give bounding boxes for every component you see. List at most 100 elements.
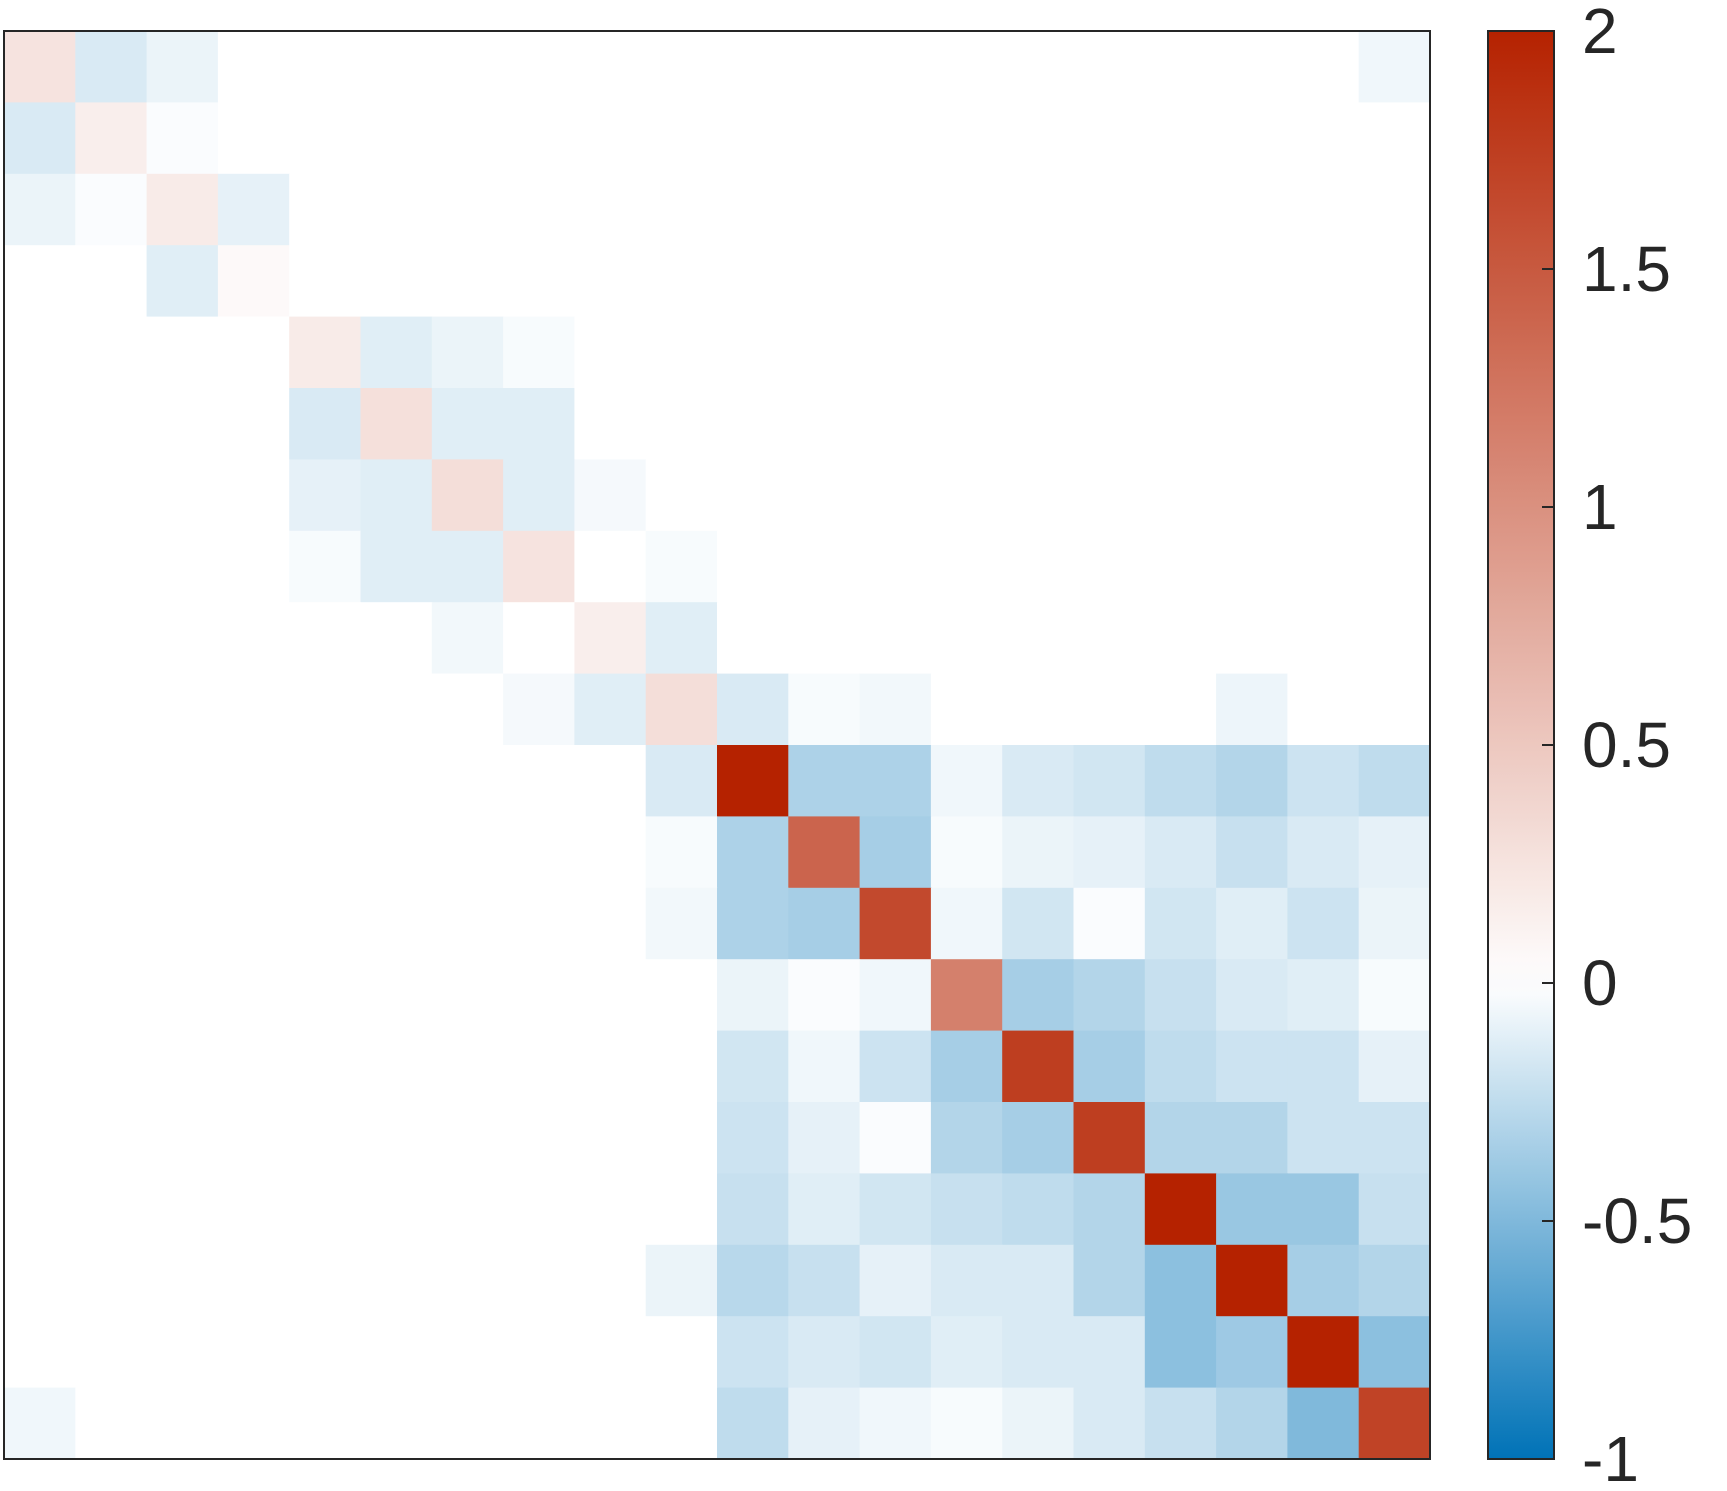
- heatmap-cell-r19-c10: [645, 1316, 718, 1389]
- heatmap-cell-r14-c2: [75, 959, 148, 1032]
- heatmap-cell-r2-c20: [1358, 102, 1431, 175]
- heatmap-cell-r17-c1: [4, 1173, 76, 1246]
- heatmap-cell-r8-c4: [217, 530, 290, 603]
- heatmap-cell-r4-c16: [1073, 245, 1146, 318]
- heatmap-cell-r17-c14: [930, 1173, 1003, 1246]
- heatmap-cell-r4-c14: [930, 245, 1003, 318]
- heatmap-cell-r19-c6: [360, 1316, 433, 1389]
- heatmap-cell-r17-c10: [645, 1173, 718, 1246]
- heatmap-cell-r11-c6: [360, 745, 433, 817]
- heatmap-cell-r19-c16: [1073, 1316, 1146, 1389]
- heatmap-cell-r11-c20: [1358, 745, 1431, 817]
- heatmap-cell-r3-c17: [1144, 173, 1217, 246]
- heatmap-cell-r8-c1: [4, 530, 76, 603]
- heatmap-cell-r9-c20: [1358, 602, 1431, 675]
- heatmap-cell-r14-c1: [4, 959, 76, 1032]
- heatmap-cell-r5-c19: [1287, 316, 1360, 389]
- heatmap-cell-r12-c5: [289, 816, 362, 889]
- heatmap-cell-r5-c14: [930, 316, 1003, 389]
- heatmap-cell-r15-c17: [1144, 1030, 1217, 1103]
- heatmap-cell-r8-c6: [360, 530, 433, 603]
- heatmap-cell-r12-c18: [1216, 816, 1288, 889]
- heatmap-cell-r4-c9: [574, 245, 647, 318]
- heatmap-cell-r1-c8: [503, 31, 575, 103]
- heatmap-cell-r16-c2: [75, 1102, 148, 1174]
- heatmap-cell-r5-c20: [1358, 316, 1431, 389]
- heatmap-cell-r11-c13: [859, 745, 932, 817]
- heatmap-cell-r3-c11: [717, 173, 789, 246]
- heatmap-cell-r4-c6: [360, 245, 433, 318]
- heatmap-cell-r11-c9: [574, 745, 647, 817]
- heatmap-cell-r7-c17: [1144, 459, 1217, 532]
- heatmap-cell-r17-c7: [431, 1173, 504, 1246]
- heatmap-cell-r19-c17: [1144, 1316, 1217, 1389]
- heatmap-cell-r18-c20: [1358, 1244, 1431, 1317]
- heatmap-cell-r2-c11: [717, 102, 789, 175]
- heatmap-cell-r1-c18: [1216, 31, 1288, 103]
- heatmap-cell-r6-c20: [1358, 388, 1431, 460]
- heatmap-cell-r4-c2: [75, 245, 148, 318]
- heatmap-cell-r1-c19: [1287, 31, 1360, 103]
- heatmap-cell-r18-c6: [360, 1244, 433, 1317]
- heatmap-cell-r13-c6: [360, 887, 433, 960]
- heatmap-cell-r7-c2: [75, 459, 148, 532]
- heatmap-cell-r9-c5: [289, 602, 362, 675]
- heatmap-cell-r19-c18: [1216, 1316, 1288, 1389]
- heatmap-cell-r4-c4: [217, 245, 290, 318]
- colorbar-tick-label-2: -0.5: [1582, 1185, 1692, 1257]
- heatmap-cell-r7-c15: [1002, 459, 1075, 532]
- heatmap-cell-r6-c14: [930, 388, 1003, 460]
- heatmap-cell-r18-c17: [1144, 1244, 1217, 1317]
- heatmap-cell-r15-c18: [1216, 1030, 1288, 1103]
- heatmap-cell-r2-c13: [859, 102, 932, 175]
- heatmap-cell-r10-c3: [146, 673, 219, 746]
- heatmap-cell-r10-c14: [930, 673, 1003, 746]
- heatmap-cell-r20-c15: [1002, 1387, 1075, 1460]
- heatmap-cell-r12-c4: [217, 816, 290, 889]
- heatmap-cell-r15-c13: [859, 1030, 932, 1103]
- heatmap-cell-r13-c19: [1287, 887, 1360, 960]
- heatmap-cell-r9-c17: [1144, 602, 1217, 675]
- heatmap-cell-r17-c18: [1216, 1173, 1288, 1246]
- heatmap-cell-r7-c6: [360, 459, 433, 532]
- heatmap-cell-r6-c6: [360, 388, 433, 460]
- heatmap-cell-r5-c12: [788, 316, 861, 389]
- heatmap-cell-r5-c16: [1073, 316, 1146, 389]
- heatmap-cell-r4-c18: [1216, 245, 1288, 318]
- heatmap-cell-r5-c9: [574, 316, 647, 389]
- heatmap-cell-r6-c11: [717, 388, 789, 460]
- heatmap-cell-r20-c11: [717, 1387, 789, 1460]
- heatmap-cell-r19-c13: [859, 1316, 932, 1389]
- heatmap-cell-r10-c11: [717, 673, 789, 746]
- heatmap-cell-r10-c5: [289, 673, 362, 746]
- heatmap-cell-r4-c19: [1287, 245, 1360, 318]
- heatmap-cell-r1-c14: [930, 31, 1003, 103]
- heatmap-cell-r6-c18: [1216, 388, 1288, 460]
- heatmap-cell-r2-c15: [1002, 102, 1075, 175]
- heatmap-cell-r2-c2: [75, 102, 148, 175]
- heatmap-cell-r2-c16: [1073, 102, 1146, 175]
- heatmap-cell-r13-c18: [1216, 887, 1288, 960]
- heatmap-cell-r1-c1: [4, 31, 76, 103]
- heatmap-cell-r5-c6: [360, 316, 433, 389]
- heatmap-cell-r13-c13: [859, 887, 932, 960]
- heatmap-cell-r9-c12: [788, 602, 861, 675]
- heatmap-cell-r5-c18: [1216, 316, 1288, 389]
- heatmap-cell-r19-c9: [574, 1316, 647, 1389]
- heatmap-cell-r14-c14: [930, 959, 1003, 1032]
- heatmap-cell-r20-c8: [503, 1387, 575, 1460]
- heatmap-cell-r18-c18: [1216, 1244, 1288, 1317]
- heatmap-cell-r8-c16: [1073, 530, 1146, 603]
- heatmap-cell-r11-c3: [146, 745, 219, 817]
- heatmap-cell-r4-c5: [289, 245, 362, 318]
- heatmap-cell-r8-c5: [289, 530, 362, 603]
- heatmap-cell-r3-c7: [431, 173, 504, 246]
- heatmap-cell-r16-c20: [1358, 1102, 1431, 1174]
- heatmap-cell-r10-c7: [431, 673, 504, 746]
- heatmap-cell-r17-c9: [574, 1173, 647, 1246]
- heatmap-cell-r13-c20: [1358, 887, 1431, 960]
- heatmap-cell-r18-c7: [431, 1244, 504, 1317]
- heatmap-cell-r11-c5: [289, 745, 362, 817]
- heatmap-cell-r5-c1: [4, 316, 76, 389]
- heatmap-cell-r9-c3: [146, 602, 219, 675]
